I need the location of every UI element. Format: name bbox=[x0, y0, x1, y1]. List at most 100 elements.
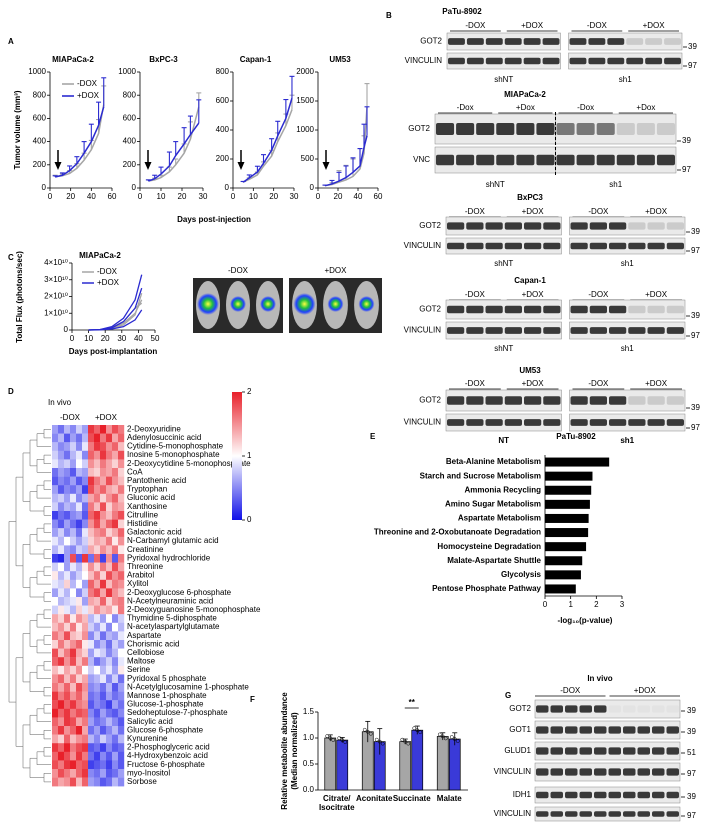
blot-band bbox=[543, 305, 561, 314]
heatmap-cell bbox=[118, 614, 125, 623]
heatmap-cell bbox=[76, 493, 83, 503]
blot-strip bbox=[569, 216, 686, 236]
bar bbox=[545, 485, 592, 495]
row-label: N-Acetylglucosamine 1-phosphate bbox=[127, 682, 249, 691]
point-marker bbox=[365, 729, 370, 734]
blot-band bbox=[666, 768, 679, 776]
lane-header: -DOX bbox=[587, 21, 608, 30]
heatmap-cell bbox=[52, 751, 59, 761]
blot-band bbox=[436, 123, 455, 135]
heatmap-cell bbox=[70, 562, 77, 572]
x-axis-label: Days post-implantation bbox=[69, 347, 158, 356]
blot-band bbox=[623, 791, 636, 799]
blot-band bbox=[524, 242, 542, 250]
heatmap-cell bbox=[118, 648, 125, 658]
lane-header: -Dox bbox=[577, 103, 594, 112]
heatmap-cell bbox=[106, 433, 113, 443]
blot-band bbox=[523, 38, 541, 45]
heatmap-cell bbox=[70, 450, 77, 460]
blot-strip bbox=[445, 237, 562, 255]
marker-label: 39 bbox=[682, 136, 691, 145]
heatmap-cell bbox=[52, 502, 59, 512]
heatmap-cell bbox=[70, 734, 77, 744]
blot-band bbox=[594, 747, 607, 755]
point-marker bbox=[343, 740, 348, 744]
blot-band bbox=[476, 123, 495, 135]
heatmap-cell bbox=[88, 493, 95, 503]
heatmap-cell bbox=[52, 597, 59, 606]
heatmap-cell bbox=[100, 708, 107, 718]
heatmap-cell bbox=[82, 657, 89, 666]
heatmap-cell bbox=[82, 545, 89, 555]
blot-band bbox=[504, 419, 522, 426]
blot-band bbox=[536, 123, 555, 135]
heatmap-cell bbox=[76, 545, 83, 555]
y-axis-label: Tumor volume (mm³) bbox=[13, 90, 22, 169]
blot-band bbox=[652, 811, 665, 817]
heatmap-cell bbox=[94, 648, 101, 658]
heatmap-cell bbox=[82, 579, 89, 589]
heatmap-cell bbox=[112, 519, 119, 529]
blot-band bbox=[636, 154, 655, 166]
heatmap-cell bbox=[94, 751, 101, 761]
x-tick-label: 0 bbox=[138, 192, 143, 201]
heatmap-cell bbox=[100, 425, 107, 434]
heatmap-cell bbox=[106, 562, 113, 572]
x-tick-label: 1 bbox=[568, 600, 573, 609]
blot-band bbox=[636, 123, 655, 135]
blot-band bbox=[466, 222, 484, 230]
heatmap-cell bbox=[106, 631, 113, 641]
heatmap-cell bbox=[100, 640, 107, 649]
chart-title: MIAPaCa-2 bbox=[79, 251, 121, 260]
heatmap-cell bbox=[82, 588, 89, 598]
heatmap-cell bbox=[100, 450, 107, 460]
heatmap-cell bbox=[58, 777, 65, 787]
row-label: VINCULIN bbox=[404, 418, 442, 427]
heatmap-cell bbox=[82, 665, 89, 675]
heatmap-cell bbox=[70, 622, 77, 632]
blot-strip bbox=[445, 389, 562, 412]
heatmap-cell bbox=[100, 657, 107, 666]
heatmap-cell bbox=[58, 743, 65, 752]
blot-band bbox=[608, 791, 621, 799]
blot-band bbox=[594, 726, 607, 734]
bar bbox=[545, 528, 589, 538]
group-label: shNT bbox=[494, 259, 513, 268]
blot-strip bbox=[534, 720, 681, 740]
heatmap-cell bbox=[82, 519, 89, 529]
heatmap-cell bbox=[112, 588, 119, 598]
heatmap-cell bbox=[94, 502, 101, 512]
blot-band bbox=[485, 57, 503, 65]
blot-band bbox=[589, 222, 607, 230]
blot-band bbox=[536, 811, 549, 817]
heatmap-cell bbox=[88, 734, 95, 744]
y-tick-label: 400 bbox=[123, 137, 137, 146]
heatmap-cell bbox=[112, 743, 119, 752]
blot-band bbox=[466, 242, 484, 250]
y-tick-label: 2×10¹⁰ bbox=[44, 292, 68, 301]
blot-band bbox=[609, 705, 622, 712]
heatmap-cell bbox=[76, 622, 83, 632]
heatmap-cell bbox=[70, 442, 77, 451]
blot-band bbox=[579, 791, 592, 799]
heatmap-cell bbox=[70, 691, 77, 701]
legend-label: -DOX bbox=[97, 267, 118, 276]
row-label: GOT2 bbox=[419, 396, 441, 405]
heatmap-cell bbox=[52, 665, 59, 675]
heatmap-cell bbox=[64, 468, 71, 477]
row-label: CoA bbox=[127, 467, 143, 476]
blot-band bbox=[589, 327, 607, 334]
heatmap-cell bbox=[52, 476, 59, 486]
heatmap-cell bbox=[118, 597, 125, 606]
heatmap-cell bbox=[70, 708, 77, 718]
heatmap-cell bbox=[94, 717, 101, 727]
heatmap-cell bbox=[112, 528, 119, 537]
blot-band bbox=[466, 419, 484, 426]
category-label: Beta-Alanine Metabolism bbox=[446, 457, 541, 466]
blot-band bbox=[485, 38, 503, 45]
y-tick-label: 1×10¹⁰ bbox=[44, 308, 68, 317]
point-marker bbox=[406, 741, 411, 746]
heatmap-cell bbox=[76, 433, 83, 443]
blot-strip bbox=[434, 146, 556, 174]
blot-strip bbox=[569, 299, 686, 320]
